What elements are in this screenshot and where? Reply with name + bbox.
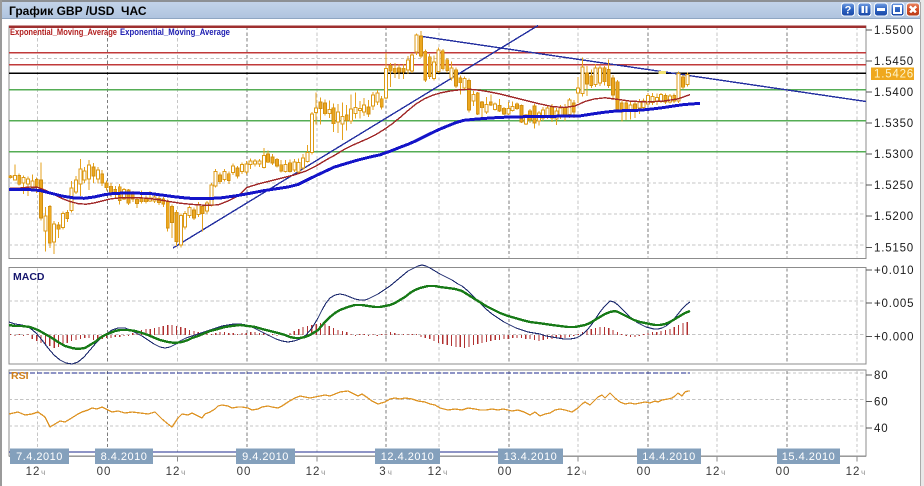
svg-text:8.4.2010: 8.4.2010 xyxy=(101,451,148,463)
svg-text:12: 12 xyxy=(846,466,861,478)
svg-text:RSI: RSI xyxy=(11,370,29,382)
svg-text:1.5350: 1.5350 xyxy=(874,118,914,130)
svg-text:00: 00 xyxy=(498,466,513,478)
svg-text:ч: ч xyxy=(443,467,447,477)
svg-text:1.5250: 1.5250 xyxy=(874,180,914,192)
svg-text:12: 12 xyxy=(26,466,41,478)
svg-text:1.5426: 1.5426 xyxy=(874,68,914,80)
svg-text:+0.010: +0.010 xyxy=(874,265,914,277)
svg-text:00: 00 xyxy=(637,466,652,478)
svg-text:15.4.2010: 15.4.2010 xyxy=(782,451,835,463)
svg-text:12.4.2010: 12.4.2010 xyxy=(381,451,434,463)
svg-text:ч: ч xyxy=(388,467,392,477)
svg-text:MACD: MACD xyxy=(13,271,45,283)
svg-text:12: 12 xyxy=(706,466,721,478)
svg-text:00: 00 xyxy=(237,466,252,478)
svg-text:40: 40 xyxy=(874,423,888,435)
svg-text:ч: ч xyxy=(582,467,586,477)
svg-text:00: 00 xyxy=(776,466,791,478)
svg-text:60: 60 xyxy=(874,397,888,409)
svg-text:1.5300: 1.5300 xyxy=(874,149,914,161)
svg-text:00: 00 xyxy=(97,466,112,478)
svg-text:12: 12 xyxy=(306,466,321,478)
svg-text:ч: ч xyxy=(861,467,865,477)
svg-text:ч: ч xyxy=(181,467,185,477)
svg-text:1.5200: 1.5200 xyxy=(874,211,914,223)
svg-text:13.4.2010: 13.4.2010 xyxy=(504,451,557,463)
svg-text:Exponential_Moving_Average: Exponential_Moving_Average xyxy=(120,27,230,38)
svg-text:3: 3 xyxy=(379,466,386,478)
svg-text:12: 12 xyxy=(166,466,181,478)
svg-text:1.5150: 1.5150 xyxy=(874,242,914,254)
svg-text:?: ? xyxy=(845,5,852,17)
svg-text:12: 12 xyxy=(567,466,582,478)
svg-text:1.5500: 1.5500 xyxy=(874,25,914,37)
svg-text:14.4.2010: 14.4.2010 xyxy=(642,451,695,463)
svg-text:График GBP /USD ЧАС: График GBP /USD ЧАС xyxy=(9,4,147,18)
svg-text:7.4.2010: 7.4.2010 xyxy=(16,451,63,463)
svg-text:1.5450: 1.5450 xyxy=(874,56,914,68)
svg-text:ч: ч xyxy=(721,467,725,477)
svg-text:ч: ч xyxy=(41,467,45,477)
svg-text:+0.000: +0.000 xyxy=(874,332,914,344)
svg-text:80: 80 xyxy=(874,370,888,382)
svg-text:Exponential_Moving_Average: Exponential_Moving_Average xyxy=(10,27,117,38)
svg-text:9.4.2010: 9.4.2010 xyxy=(242,451,289,463)
svg-text:1.5400: 1.5400 xyxy=(874,87,914,99)
svg-text:ч: ч xyxy=(321,467,325,477)
svg-text:12: 12 xyxy=(428,466,443,478)
svg-text:+0.005: +0.005 xyxy=(874,298,914,310)
